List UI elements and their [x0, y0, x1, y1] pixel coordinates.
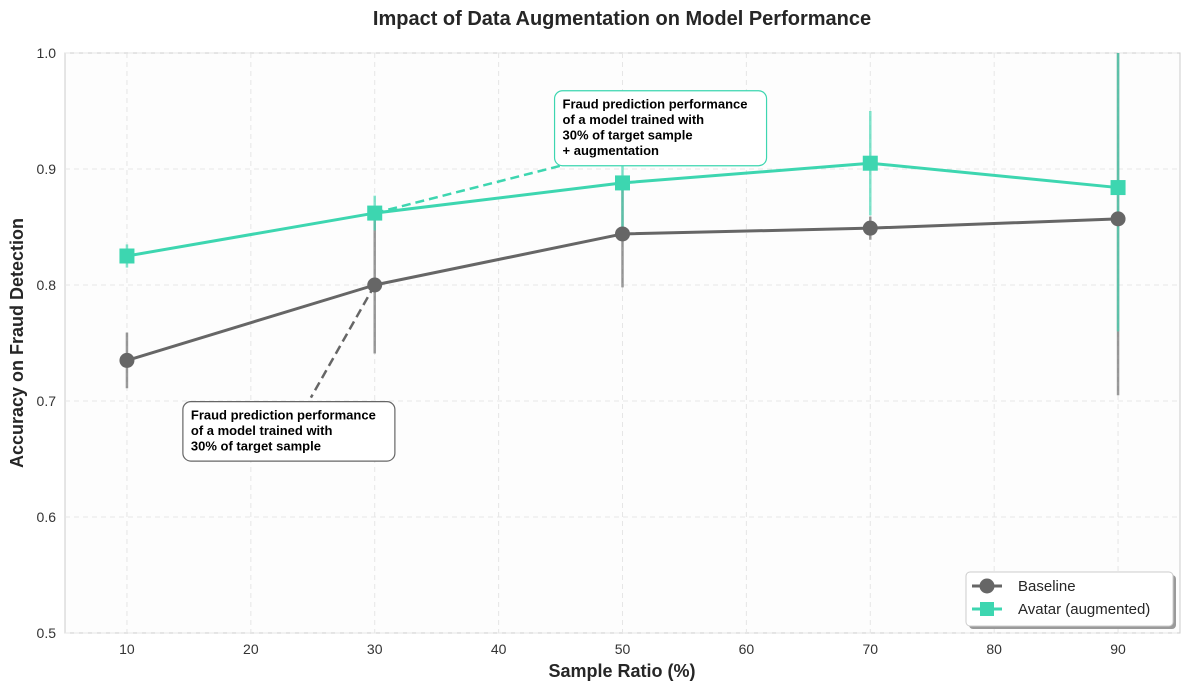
augmented-annotation-arrow — [374, 162, 569, 215]
y-tick-label: 0.7 — [37, 393, 57, 409]
x-tick-label: 40 — [491, 641, 507, 657]
point-augmented-90 — [1110, 180, 1126, 196]
x-tick-label: 20 — [243, 641, 259, 657]
y-tick-label: 0.9 — [37, 161, 57, 177]
point-augmented-50 — [615, 175, 630, 191]
y-tick-label: 1.0 — [37, 45, 57, 61]
y-tick-label: 0.5 — [37, 625, 57, 641]
baseline-annotation-box — [182, 401, 396, 462]
x-tick-label: 70 — [862, 641, 878, 657]
x-tick-label: 90 — [1110, 641, 1126, 657]
legend-baseline-marker — [979, 578, 995, 594]
legend-augmented-label: Avatar (augmented) — [1018, 601, 1150, 618]
y-tick-label: 0.6 — [37, 509, 57, 525]
point-augmented-30 — [367, 205, 383, 221]
point-baseline-10 — [119, 352, 135, 368]
augmented-annotation-text-line: of a model trained with — [563, 112, 705, 127]
chart-title: Impact of Data Augmentation on Model Per… — [373, 8, 871, 30]
tick-labels: 10 20 30 40 50 60 70 80 90 0.5 0.6 0.7 0.8 0.9 1.0 — [37, 45, 1127, 657]
series-layer — [119, 155, 1126, 368]
point-augmented-70 — [862, 155, 878, 171]
x-tick-label: 30 — [367, 641, 383, 657]
baseline-annotation-text-line: Fraud prediction performance — [191, 408, 376, 423]
baseline-annotation-text-line: of a model trained with — [191, 423, 333, 438]
y-tick-label: 0.8 — [37, 277, 57, 293]
augmented-annotation-text-line: Fraud prediction performance — [563, 97, 748, 112]
baseline-annotation-text-line: 30% of target sample — [191, 439, 321, 454]
point-baseline-70 — [862, 220, 878, 236]
point-augmented-10 — [119, 248, 135, 264]
augmented-annotation-box — [553, 90, 768, 167]
baseline-annotation-arrow — [309, 284, 376, 399]
legend-box — [965, 571, 1174, 627]
point-baseline-30 — [367, 277, 383, 293]
point-baseline-50 — [615, 226, 630, 242]
x-tick-label: 10 — [119, 641, 135, 657]
x-tick-label: 50 — [615, 641, 631, 657]
point-baseline-90 — [1110, 211, 1126, 227]
x-axis-label: Sample Ratio (%) — [548, 661, 695, 681]
legend-augmented-marker — [980, 602, 994, 616]
legend-baseline-label: Baseline — [1018, 578, 1076, 595]
y-axis-label: Accuracy on Fraud Detection — [7, 218, 27, 468]
augmented-annotation-text-line: 30% of target sample — [563, 128, 693, 143]
annotation-arrows — [309, 162, 569, 399]
x-tick-label: 80 — [986, 641, 1002, 657]
augmented-annotation-text-line: + augmentation — [563, 143, 659, 158]
legend: Baseline Avatar (augmented) — [965, 571, 1176, 629]
x-tick-label: 60 — [739, 641, 755, 657]
